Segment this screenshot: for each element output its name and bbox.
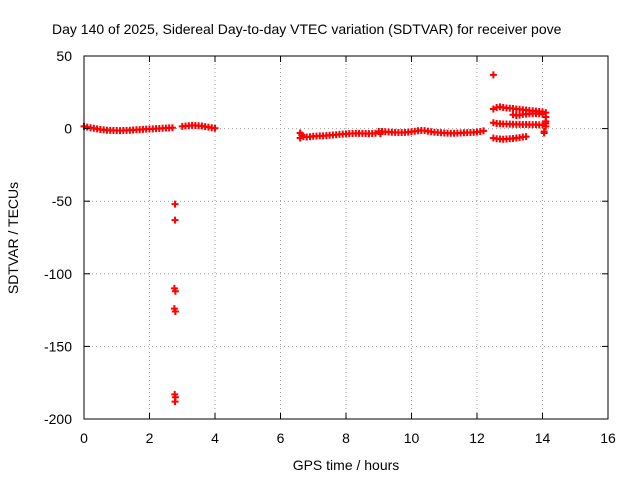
data-point: [539, 110, 546, 118]
data-point: [539, 121, 546, 129]
y-tick-label: -100: [44, 266, 72, 282]
series-seg-c: [296, 126, 488, 142]
x-tick-label: 14: [535, 430, 551, 446]
x-tick-labels: 0 2 4 6 8 10 12 14 16: [80, 430, 616, 446]
data-point: [480, 127, 488, 135]
x-tick-label: 4: [211, 430, 219, 446]
data-point: [171, 308, 179, 316]
y-tick-label: -200: [44, 411, 72, 427]
y-tick-labels: -200 -150 -100 -50 0 50: [44, 48, 72, 427]
data-point: [540, 129, 548, 137]
x-tick-label: 8: [342, 430, 350, 446]
x-tick-label: 10: [404, 430, 420, 446]
series-seg-b: [178, 121, 219, 132]
data-point: [522, 133, 530, 141]
axis-ticks: [83, 55, 609, 420]
y-tick-label: -50: [52, 193, 72, 209]
y-tick-label: -150: [44, 338, 72, 354]
data-point: [168, 124, 176, 132]
data-point: [171, 398, 179, 406]
x-tick-label: 2: [146, 430, 154, 446]
x-tick-label: 0: [80, 430, 88, 446]
data-point: [171, 287, 179, 295]
x-axis-label: GPS time / hours: [293, 457, 400, 473]
series-outliers: [170, 200, 179, 406]
x-tick-label: 16: [600, 430, 616, 446]
chart-title: Day 140 of 2025, Sidereal Day-to-day VTE…: [52, 21, 562, 37]
y-tick-label: 50: [56, 48, 72, 64]
data-points: [80, 71, 550, 406]
y-axis-label: SDTVAR / TECUs: [5, 182, 21, 294]
data-point: [211, 124, 219, 132]
series-seg-d: [489, 71, 550, 143]
data-point: [171, 200, 179, 208]
x-tick-label: 12: [469, 430, 485, 446]
data-point: [489, 71, 497, 79]
data-point: [171, 216, 179, 224]
x-tick-label: 6: [277, 430, 285, 446]
y-tick-label: 0: [64, 121, 72, 137]
